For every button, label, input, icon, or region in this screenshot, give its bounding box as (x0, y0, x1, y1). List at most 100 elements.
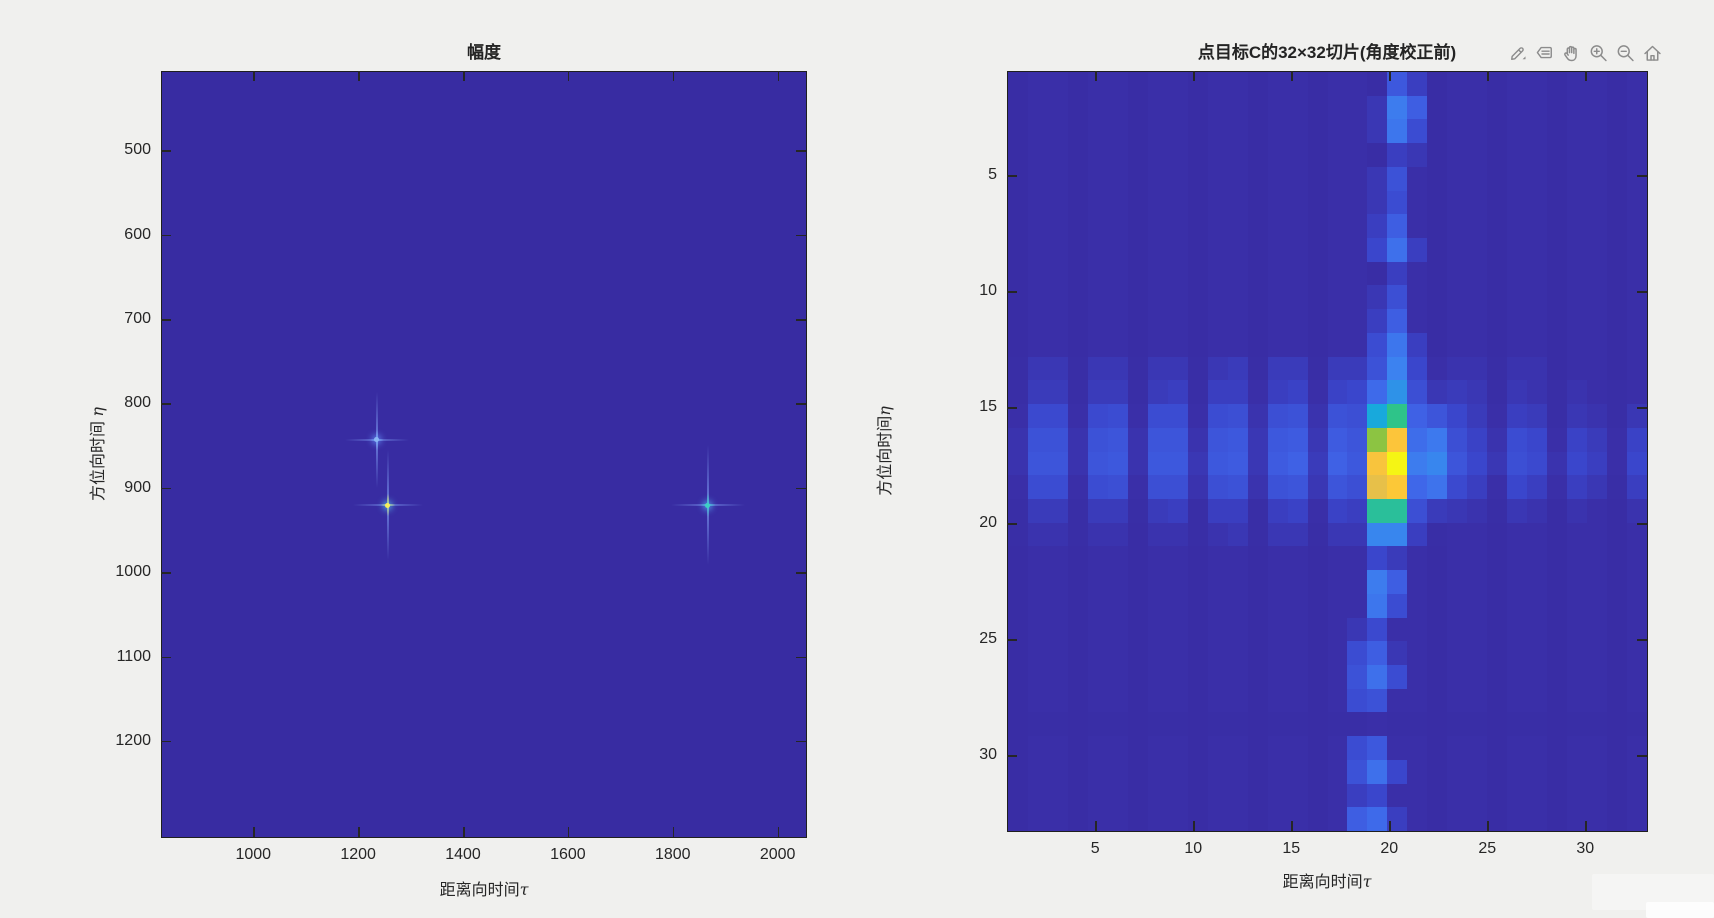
heatmap-cell (1347, 759, 1368, 784)
amplitude-heatmap-surface[interactable] (162, 72, 806, 837)
heatmap-cell (1427, 712, 1448, 737)
heatmap-cell (1427, 522, 1448, 547)
heatmap-cell (1387, 190, 1408, 215)
heatmap-cell (1307, 641, 1328, 665)
heatmap-cell (1067, 783, 1088, 808)
y-tick-label: 25 (979, 630, 997, 648)
zoom-in-icon[interactable] (1587, 42, 1610, 64)
heatmap-cell (1467, 641, 1488, 665)
heatmap-cell (1107, 617, 1128, 642)
heatmap-cell (1487, 119, 1508, 144)
heatmap-cell (1327, 238, 1348, 262)
y-tick-mark (1636, 523, 1647, 525)
heatmap-cell (1407, 356, 1428, 381)
heatmap-cell (1247, 119, 1268, 144)
y-tick-label: 1100 (116, 647, 151, 665)
heatmap-cell (1567, 522, 1588, 547)
point-core (374, 437, 380, 443)
heatmap-cell (1107, 356, 1128, 381)
point-core (705, 502, 711, 508)
heatmap-cell (1407, 190, 1428, 215)
heatmap-cell (1327, 641, 1348, 665)
heatmap-cell (1247, 356, 1268, 381)
heatmap-cell (1008, 238, 1028, 262)
heatmap-cell (1607, 522, 1628, 547)
heatmap-cell (1267, 332, 1288, 357)
heatmap-cell (1247, 238, 1268, 262)
heatmap-cell (1087, 119, 1108, 144)
heatmap-cell (1367, 285, 1388, 310)
heatmap-cell (1607, 570, 1628, 594)
heatmap-cell (1207, 427, 1228, 452)
pan-icon[interactable] (1560, 42, 1583, 64)
heatmap-cell (1287, 522, 1308, 547)
heatmap-cell (1487, 166, 1508, 191)
heatmap-cell (1247, 475, 1268, 499)
heatmap-cell (1247, 332, 1268, 357)
heatmap-cell (1427, 688, 1448, 713)
heatmap-cell (1008, 285, 1028, 310)
heatmap-cell (1267, 712, 1288, 737)
heatmap-cell (1167, 498, 1188, 523)
heatmap-cell (1127, 617, 1148, 642)
heatmap-cell (1507, 190, 1528, 215)
heatmap-cell (1387, 641, 1408, 665)
zoom-out-icon[interactable] (1614, 42, 1637, 64)
heatmap-cell (1467, 238, 1488, 262)
heatmap-cell (1307, 214, 1328, 239)
heatmap-cell (1567, 475, 1588, 499)
heatmap-cell (1167, 759, 1188, 784)
heatmap-cell (1247, 712, 1268, 737)
heatmap-cell (1607, 356, 1628, 381)
heatmap-cell (1487, 285, 1508, 310)
heatmap-cell (1227, 522, 1248, 547)
data-tips-icon[interactable] (1533, 42, 1556, 64)
heatmap-cell (1008, 356, 1028, 381)
heatmap-cell (1087, 593, 1108, 618)
heatmap-cell (1387, 95, 1408, 120)
heatmap-cell (1547, 593, 1568, 618)
heatmap-cell (1427, 807, 1448, 831)
heatmap-cell (1047, 593, 1068, 618)
heatmap-cell (1607, 451, 1628, 476)
heatmap-cell (1087, 190, 1108, 215)
heatmap-cell (1027, 641, 1048, 665)
heatmap-cell (1547, 72, 1568, 96)
heatmap-cell (1607, 166, 1628, 191)
heatmap-cell (1347, 712, 1368, 737)
heatmap-cell (1327, 119, 1348, 144)
heatmap-cell (1407, 309, 1428, 333)
heatmap-cell (1367, 498, 1388, 523)
brush-icon[interactable] (1506, 42, 1529, 64)
heatmap-cell (1047, 759, 1068, 784)
x-tick-label: 2000 (759, 846, 796, 863)
heatmap-cell (1467, 404, 1488, 428)
x-tick-label: 15 (1282, 840, 1301, 857)
heatmap-cell (1267, 546, 1288, 571)
heatmap-cell (1387, 759, 1408, 784)
x-tick-mark (358, 826, 360, 837)
heatmap-cell (1127, 427, 1148, 452)
heatmap-cell (1487, 332, 1508, 357)
heatmap-cell (1027, 451, 1048, 476)
heatmap-cell (1307, 759, 1328, 784)
heatmap-cell (1387, 593, 1408, 618)
y-tick-label: 1000 (115, 563, 151, 581)
heatmap-cell (1207, 593, 1228, 618)
heatmap-cell (1367, 451, 1388, 476)
heatmap-cell (1367, 380, 1388, 405)
heatmap-cell (1167, 807, 1188, 831)
heatmap-cell (1067, 309, 1088, 333)
heatmap-cell (1127, 143, 1148, 167)
heatmap-cell (1127, 72, 1148, 96)
heatmap-cell (1487, 404, 1508, 428)
heatmap-cell (1067, 475, 1088, 499)
heatmap-cell (1027, 72, 1048, 96)
heatmap-cell (1587, 475, 1608, 499)
home-icon[interactable] (1641, 42, 1664, 64)
slice-heatmap-surface[interactable] (1008, 72, 1647, 831)
heatmap-cell (1487, 190, 1508, 215)
heatmap-cell (1307, 783, 1328, 808)
heatmap-cell (1267, 641, 1288, 665)
heatmap-cell (1407, 570, 1428, 594)
